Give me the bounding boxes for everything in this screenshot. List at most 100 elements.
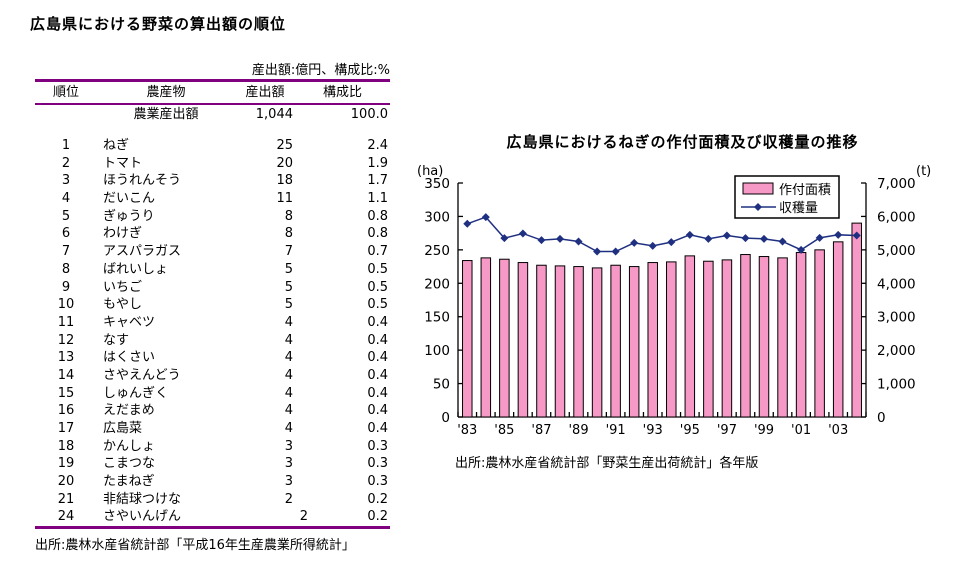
header-rank: 順位 <box>52 85 79 100</box>
bar-2004 <box>851 222 862 418</box>
x-axis-label: '95 <box>680 423 700 438</box>
left-axis-unit-label: (ha) <box>417 164 444 179</box>
table-row: 17 広島菜 4 0.4 <box>57 421 388 436</box>
bar-1991 <box>610 264 621 418</box>
diamond-marker-1984 <box>481 213 490 222</box>
diamond-marker-2001 <box>797 245 806 254</box>
table-row: 11 キャベツ 4 0.4 <box>57 314 388 330</box>
diamond-marker-1986 <box>518 229 527 238</box>
table-row: 20 たまねぎ 3 0.3 <box>57 474 388 490</box>
table-row: 2 トマト 20 1.9 <box>61 155 388 171</box>
diamond-marker-1983 <box>463 219 472 228</box>
bar-2003 <box>832 241 844 418</box>
diamond-marker-2000 <box>778 237 787 246</box>
diamond-marker-2003 <box>834 230 843 239</box>
diamond-marker-1995 <box>685 230 694 239</box>
left-axis-tick-label: 350 <box>424 176 450 192</box>
x-axis-label: '85 <box>494 423 514 438</box>
header-share: 構成比 <box>322 85 362 100</box>
diamond-marker-1985 <box>500 234 509 243</box>
table-total-row: 農業産出額 1,044 100.0 <box>35 105 390 125</box>
left-axis-tick-label: 150 <box>424 310 450 326</box>
bar-1985 <box>499 258 510 418</box>
table-row: 14 さやえんどう 4 0.4 <box>57 367 388 383</box>
bar-1993 <box>647 262 658 418</box>
bar-1997 <box>721 259 733 418</box>
left-axis-tick-label: 200 <box>424 276 450 292</box>
table-body: 1 ねぎ 25 2.4 2 トマト 20 1.9 3 ほうれんそう 18 1.7 4 だいこん 11 1.1 5… <box>35 137 390 526</box>
x-axis-label: '83 <box>457 423 477 438</box>
left-axis-tick-label: 50 <box>433 377 450 393</box>
bar-2002 <box>814 249 825 418</box>
bar-1998 <box>740 254 751 418</box>
bar-1995 <box>684 255 696 418</box>
chart-title: 広島県におけるねぎの作付面積及び収穫量の推移 <box>506 133 859 151</box>
unit-note: 産出額:億円、構成比:% <box>251 63 390 78</box>
x-axis-label: '99 <box>754 423 774 438</box>
table-row: 9 いちご 5 0.5 <box>61 279 388 295</box>
total-value: 1,044 <box>255 107 293 122</box>
table-row: 13 はくさい 4 0.4 <box>57 350 388 366</box>
table-row: 21 非結球つけな 2 0.2 <box>57 491 388 507</box>
chart-source: 出所:農林水産省統計部「野菜生産出荷統計」各年版 <box>455 456 759 471</box>
right-axis-tick-label: 4,000 <box>877 276 916 292</box>
table-row: 19 こまつな 3 0.3 <box>57 456 388 472</box>
x-axis-label: '01 <box>791 423 811 438</box>
bar-1999 <box>758 256 770 418</box>
harvest-line <box>467 216 857 253</box>
x-axis-label: '87 <box>531 423 551 438</box>
x-axis-label: '93 <box>643 423 663 438</box>
table-row: 16 えだまめ 4 0.4 <box>57 403 388 419</box>
table-row: 8 ばれいしょ 5 0.5 <box>61 261 388 277</box>
combo-chart: 0 50 100 150 200 250 300 350 0 1,000 2,000 3,000 4,0… <box>424 175 916 438</box>
table-row: 1 ねぎ 25 2.4 <box>61 138 388 153</box>
left-axis-tick-label: 250 <box>424 243 450 259</box>
table-row: 7 アスパラガス 7 0.7 <box>61 244 388 260</box>
left-axis-tick-label: 0 <box>441 410 450 426</box>
x-axis-label: '89 <box>568 423 588 438</box>
diamond-marker-1987 <box>537 236 546 245</box>
diamond-marker-1989 <box>574 237 583 246</box>
table-header-row: 順位 農産物 産出額 構成比 <box>35 82 390 105</box>
diamond-marker-1990 <box>593 247 602 256</box>
legend-diamond-icon <box>754 203 762 211</box>
table-row: 10 もやし 5 0.5 <box>57 297 388 313</box>
left-axis-tick-label: 300 <box>424 209 450 225</box>
diamond-marker-1999 <box>760 234 768 243</box>
table-gap <box>35 125 390 137</box>
legend-bar-swatch <box>742 182 774 195</box>
legend-label-line: 収穫量 <box>779 201 818 216</box>
bar-1990 <box>591 267 603 418</box>
legend-label-bar: 作付面積 <box>779 183 831 198</box>
bar-1989 <box>573 266 584 418</box>
bar-1988 <box>554 265 566 418</box>
total-name: 農業産出額 <box>133 107 199 122</box>
ranking-title: 広島県における野菜の算出額の順位 <box>30 15 287 33</box>
bar-1992 <box>628 266 640 418</box>
table-row: 12 なす 4 0.4 <box>57 332 388 348</box>
bar-2001 <box>795 252 807 418</box>
table-row: 18 かんしょ 3 0.3 <box>57 438 388 454</box>
table-row: 15 しゅんぎく 4 0.4 <box>57 385 388 401</box>
bar-1984 <box>480 257 492 418</box>
right-axis-tick-label: 3,000 <box>877 310 916 326</box>
ranking-source: 出所:農林水産省統計部「平成16年生産農業所得統計」 <box>35 538 355 553</box>
right-axis-tick-label: 1,000 <box>877 377 916 393</box>
bar-1987 <box>536 264 547 418</box>
x-axis-label: '91 <box>606 423 626 438</box>
diamond-marker-2002 <box>815 233 824 242</box>
total-share: 100.0 <box>350 107 388 122</box>
table-row: 3 ほうれんそう 18 1.7 <box>61 173 388 189</box>
table-row: 6 わけぎ 8 0.8 <box>61 226 388 242</box>
diamond-marker-1994 <box>667 238 676 247</box>
right-axis-tick-label: 2,000 <box>877 343 916 359</box>
left-axis-tick-label: 100 <box>424 343 450 359</box>
diamond-marker-1991 <box>611 247 620 256</box>
bar-2000 <box>777 257 788 418</box>
table-row: 24 さやいんげん 2 0.2 <box>57 509 388 525</box>
diamond-marker-1992 <box>630 238 639 247</box>
diamond-marker-1988 <box>556 234 564 243</box>
right-axis-tick-label: 5,000 <box>877 243 916 259</box>
diamond-marker-1997 <box>722 231 731 240</box>
table-row: 5 ぎゅうり 8 0.8 <box>61 208 388 224</box>
